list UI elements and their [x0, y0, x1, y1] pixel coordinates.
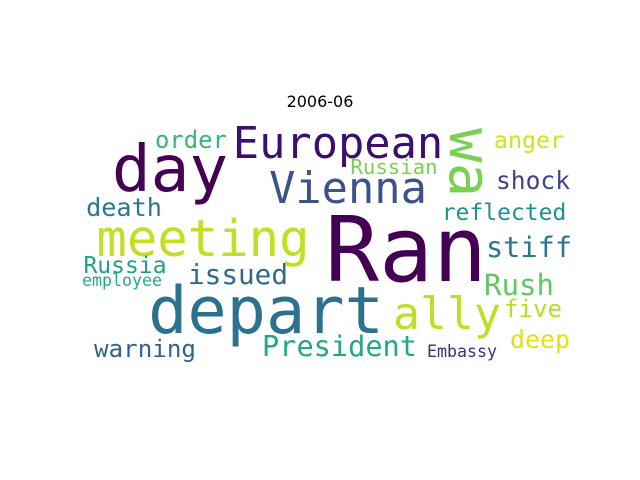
word-five: five [503, 294, 563, 323]
word-anger: anger [493, 127, 565, 155]
word-day: day [111, 131, 229, 207]
word-vienna: Vienna [269, 163, 427, 215]
word-warning: warning [94, 334, 196, 363]
word-employee: employee [82, 270, 162, 290]
word-european: European [232, 118, 444, 170]
word-shock: shock [495, 165, 571, 195]
word-russian: Russian [350, 154, 438, 179]
word-wa: wa [435, 128, 503, 198]
word-rush: Rush [483, 268, 555, 303]
word-russia: Russia [83, 252, 167, 279]
word-stiff: stiff [485, 229, 573, 264]
word-ran: Ran [325, 199, 487, 304]
word-ally: ally [393, 286, 501, 340]
word-embassy: Embassy [427, 341, 497, 361]
word-president: President [262, 328, 417, 363]
chart-title: 2006-06 [286, 92, 354, 111]
word-reflected: reflected [441, 199, 567, 226]
word-order: order [155, 126, 227, 155]
word-issued: issued [187, 258, 289, 292]
word-deep: deep [510, 324, 570, 354]
word-meeting: meeting [96, 208, 310, 268]
word-depart: depart [148, 273, 384, 350]
word-death: death [86, 193, 162, 223]
